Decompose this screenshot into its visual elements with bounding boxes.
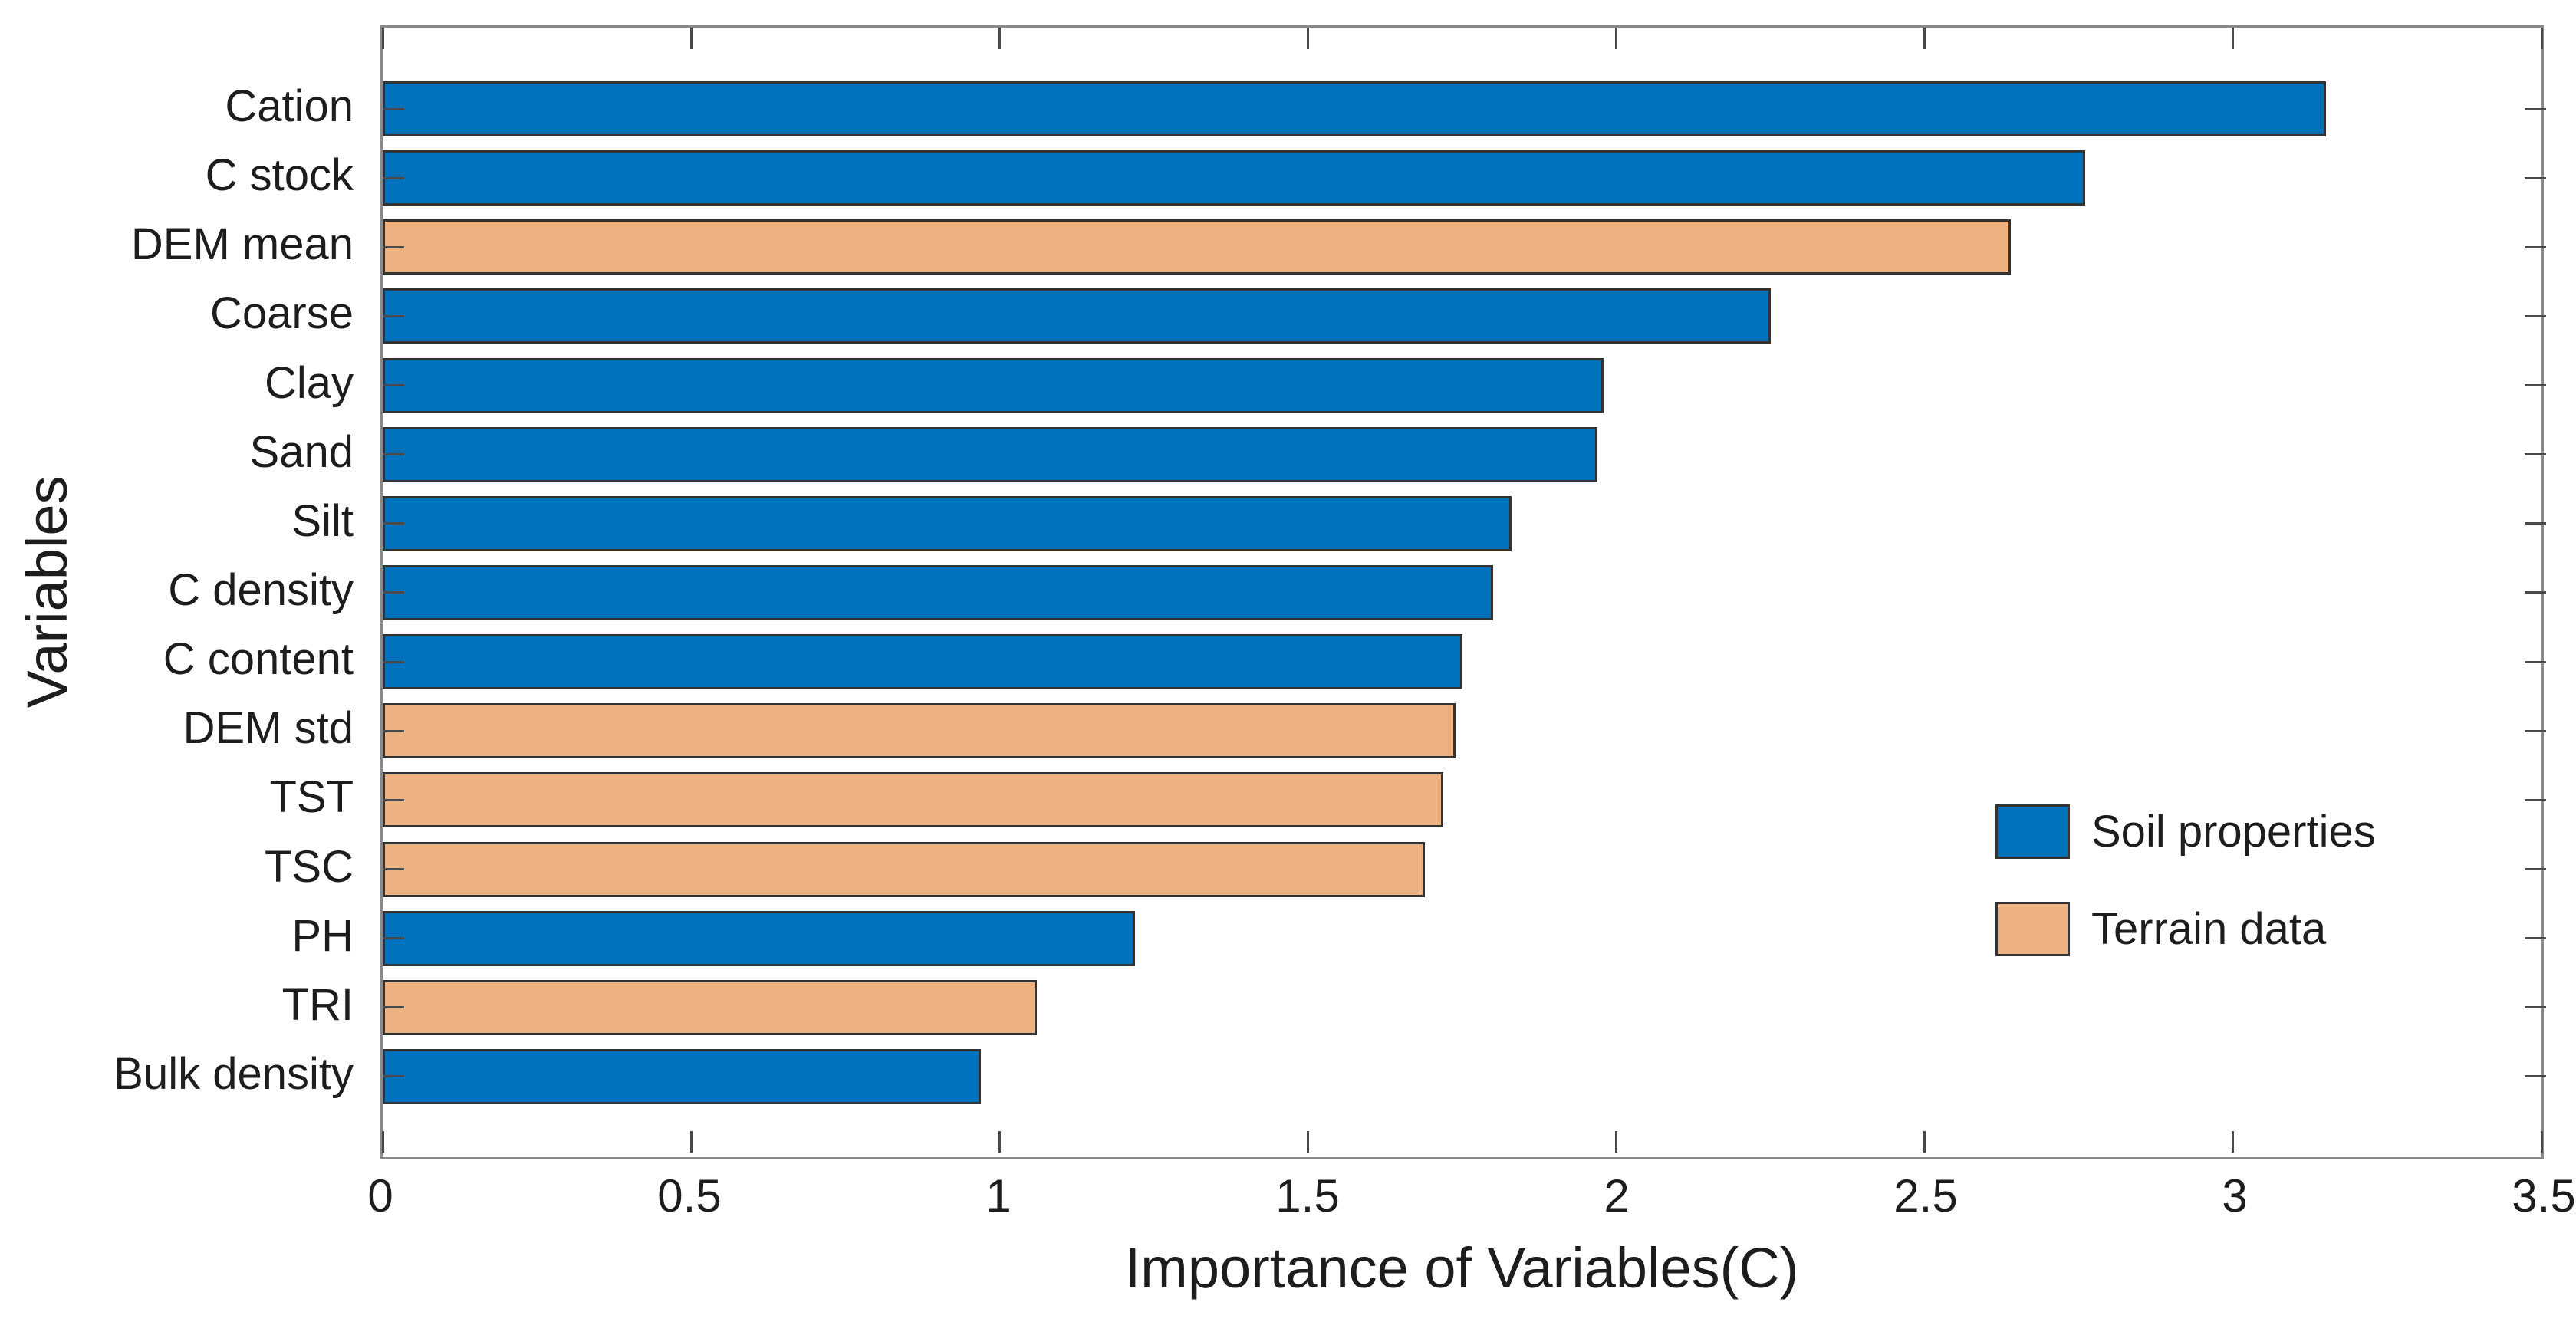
y-axis-label: Variables (15, 475, 79, 709)
x-tick-bottom-0 (381, 1131, 384, 1153)
bar-coarse (383, 288, 1771, 344)
y-category-label-tsc: TSC (265, 841, 354, 892)
bar-dem-std (383, 703, 1456, 759)
x-tick-label-2.5: 2.5 (1893, 1170, 1958, 1222)
x-tick-label-3: 3 (2222, 1170, 2248, 1222)
x-tick-bottom-2.5 (1923, 1131, 1926, 1153)
x-tick-top-1.5 (1306, 28, 1309, 49)
y-category-label-clay: Clay (264, 357, 354, 408)
x-tick-top-1 (998, 28, 1001, 49)
y-category-label-cation: Cation (225, 81, 354, 131)
x-axis-label: Importance of Variables(C) (1124, 1236, 1799, 1300)
x-tick-bottom-1 (998, 1131, 1001, 1153)
x-tick-label-1.5: 1.5 (1275, 1170, 1340, 1222)
x-tick-top-0 (381, 28, 384, 49)
bar-clay (383, 357, 1604, 413)
y-tick-right-bulk-density (2525, 1075, 2546, 1078)
y-category-label-dem-std: DEM std (183, 703, 354, 754)
y-tick-left-coarse (383, 314, 404, 317)
y-tick-right-silt (2525, 522, 2546, 525)
bar-tri (383, 979, 1037, 1035)
bar-tsc (383, 841, 1425, 897)
y-tick-left-tri (383, 1006, 404, 1009)
x-tick-bottom-3.5 (2540, 1131, 2543, 1153)
y-tick-left-cation (383, 107, 404, 110)
bar-bulk-density (383, 1048, 981, 1104)
y-tick-right-c-density (2525, 591, 2546, 594)
x-tick-top-0.5 (689, 28, 693, 49)
legend-label-soil-properties: Soil properties (2091, 807, 2376, 857)
y-tick-left-silt (383, 522, 404, 525)
y-tick-left-c-stock (383, 176, 404, 179)
y-tick-left-tsc (383, 868, 404, 871)
y-tick-left-c-content (383, 660, 404, 663)
bar-dem-mean (383, 219, 2011, 275)
x-tick-label-3.5: 3.5 (2512, 1170, 2576, 1222)
y-category-label-c-stock: C stock (205, 150, 354, 201)
x-tick-label-0: 0 (367, 1170, 393, 1222)
bar-c-content (383, 634, 1462, 690)
y-category-label-sand: Sand (249, 426, 354, 477)
y-tick-right-dem-std (2525, 729, 2546, 732)
x-tick-label-2: 2 (1604, 1170, 1630, 1222)
y-tick-right-dem-mean (2525, 245, 2546, 248)
x-tick-top-2 (1615, 28, 1618, 49)
y-category-label-bulk-density: Bulk density (114, 1048, 354, 1099)
y-category-label-coarse: Coarse (210, 288, 354, 339)
bar-cation (383, 81, 2326, 136)
bar-c-stock (383, 150, 2085, 206)
y-tick-right-clay (2525, 384, 2546, 387)
legend-label-terrain-data: Terrain data (2091, 904, 2327, 954)
y-category-label-silt: Silt (291, 495, 354, 546)
bar-silt (383, 495, 1512, 551)
legend-swatch-terrain-data (1995, 902, 2070, 956)
y-category-label-c-density: C density (168, 564, 354, 615)
x-tick-top-3.5 (2540, 28, 2543, 49)
y-tick-right-tst (2525, 798, 2546, 801)
x-tick-bottom-3 (2232, 1131, 2235, 1153)
y-tick-left-dem-mean (383, 245, 404, 248)
y-tick-left-c-density (383, 591, 404, 594)
x-tick-top-2.5 (1923, 28, 1926, 49)
bar-c-density (383, 564, 1493, 620)
y-tick-right-coarse (2525, 314, 2546, 317)
legend-swatch-soil-properties (1995, 804, 2070, 859)
y-tick-left-tst (383, 798, 404, 801)
x-tick-bottom-1.5 (1306, 1131, 1309, 1153)
y-category-label-c-content: C content (163, 634, 354, 685)
y-tick-left-bulk-density (383, 1075, 404, 1078)
y-tick-right-ph (2525, 937, 2546, 940)
y-tick-right-c-content (2525, 660, 2546, 663)
x-tick-bottom-2 (1615, 1131, 1618, 1153)
y-tick-right-sand (2525, 453, 2546, 456)
plot-area (380, 25, 2546, 1159)
bar-sand (383, 426, 1597, 482)
y-category-label-ph: PH (291, 910, 354, 961)
y-category-label-tri: TRI (281, 979, 354, 1030)
y-tick-left-ph (383, 937, 404, 940)
x-tick-label-1: 1 (985, 1170, 1012, 1222)
y-tick-right-cation (2525, 107, 2546, 110)
x-tick-label-0.5: 0.5 (657, 1170, 722, 1222)
x-tick-top-3 (2232, 28, 2235, 49)
bar-ph (383, 910, 1135, 966)
y-tick-right-c-stock (2525, 176, 2546, 179)
y-tick-right-tri (2525, 1006, 2546, 1009)
y-tick-right-tsc (2525, 868, 2546, 871)
y-tick-left-dem-std (383, 729, 404, 732)
y-category-label-dem-mean: DEM mean (130, 219, 354, 270)
y-tick-left-clay (383, 384, 404, 387)
y-tick-left-sand (383, 453, 404, 456)
x-tick-bottom-0.5 (689, 1131, 693, 1153)
y-category-label-tst: TST (269, 772, 354, 823)
bar-tst (383, 772, 1443, 828)
